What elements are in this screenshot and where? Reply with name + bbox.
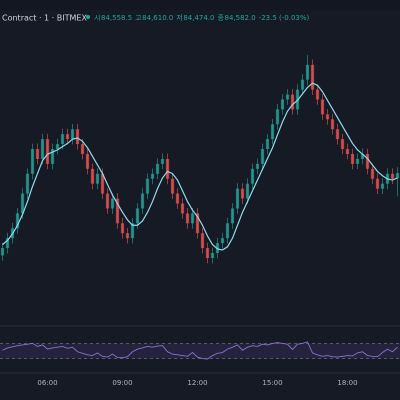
moving-average: [2, 82, 398, 251]
legend-label: 고: [135, 14, 142, 22]
legend-value: 84,582.0: [225, 14, 256, 22]
candle-body: [115, 198, 120, 224]
candle-body: [95, 173, 100, 184]
x-tick-label: 15:00: [262, 379, 282, 387]
candle-body: [25, 173, 30, 194]
candle-body: [185, 213, 190, 224]
candle-body: [270, 124, 275, 140]
candle-body: [365, 153, 370, 169]
candle-body: [355, 158, 360, 164]
candle-body: [300, 79, 305, 90]
x-tick-label: 06:00: [37, 379, 57, 387]
candle-body: [255, 163, 260, 169]
candle-body: [220, 238, 225, 244]
candle-body: [230, 208, 235, 224]
candle-body: [30, 149, 35, 174]
toolbar: [0, 0, 400, 10]
x-tick-label: 18:00: [337, 379, 357, 387]
candle-body: [235, 188, 240, 209]
candle-body: [75, 129, 80, 145]
candle-body: [305, 64, 310, 80]
legend-value: 84,610.0: [142, 14, 173, 22]
legend-change: -23.5 (-0.03%): [259, 14, 310, 22]
candle-body: [260, 149, 265, 164]
candle-body: [330, 119, 335, 130]
candle-body: [370, 168, 375, 179]
candle-body: [145, 178, 150, 194]
candle-body: [350, 153, 355, 164]
candle-body: [155, 163, 160, 174]
candle-body: [195, 213, 200, 234]
candle-body: [100, 173, 105, 194]
candle-body: [320, 99, 325, 115]
candle-body: [285, 94, 290, 100]
candle-body: [150, 173, 155, 179]
legend-value: 84,474.0: [183, 14, 214, 22]
candle-body: [120, 223, 125, 234]
candle-body: [80, 144, 85, 154]
candle-body: [335, 129, 340, 140]
candle-body: [290, 94, 295, 110]
candle-body: [225, 223, 230, 239]
candle-body: [135, 208, 140, 224]
candle-body: [35, 149, 40, 159]
candle-body: [380, 183, 385, 189]
legend-label: 저: [176, 13, 182, 22]
candle-body: [375, 178, 380, 189]
candle-body: [215, 243, 220, 254]
candle-body: [175, 193, 180, 204]
candle-body: [340, 139, 345, 150]
x-tick-label: 09:00: [112, 379, 132, 387]
candle-body: [390, 173, 395, 179]
candle-body: [395, 173, 400, 179]
candle-body: [130, 223, 135, 239]
candle-body: [200, 233, 205, 249]
candle-body: [275, 109, 280, 125]
candle-body: [110, 198, 115, 209]
candle-body: [55, 144, 60, 150]
rsi-line: [2, 341, 398, 360]
candle-body: [310, 64, 315, 90]
candle-body: [140, 193, 145, 209]
candle-body: [125, 233, 130, 239]
candle-body: [20, 193, 25, 214]
candle-body: [45, 139, 50, 164]
legend-value: 84,558.5: [101, 14, 132, 22]
candle-body: [210, 253, 215, 258]
candle-body: [40, 139, 45, 159]
candle-body: [240, 188, 245, 199]
candle-body: [90, 168, 95, 184]
candle-body: [5, 238, 10, 249]
candle-body: [245, 183, 250, 199]
x-tick-label: 12:00: [187, 379, 207, 387]
candle-body: [360, 153, 365, 159]
legend-label: 시: [94, 14, 100, 22]
candle-body: [165, 158, 170, 179]
candle-body: [180, 203, 185, 214]
candle-body: [265, 139, 270, 150]
candle-body: [280, 99, 285, 110]
candle-body: [160, 158, 165, 164]
candle-body: [250, 168, 255, 184]
candle-body: [65, 134, 70, 140]
candle-body: [85, 153, 90, 169]
candle-body: [190, 213, 195, 224]
candle-body: [315, 89, 320, 100]
candle-body: [205, 248, 210, 258]
legend-label: 종: [218, 14, 225, 22]
symbol-title: Contract · 1 · BITMEX: [2, 14, 87, 23]
candle-body: [105, 193, 110, 209]
candle-body: [60, 134, 65, 145]
candle-body: [0, 248, 5, 256]
candle-body: [170, 178, 175, 194]
candle-body: [345, 149, 350, 154]
candle-body: [15, 213, 20, 229]
candle-body: [70, 129, 75, 140]
candle-body: [325, 114, 330, 120]
status-dot: [86, 15, 90, 19]
candle-body: [50, 149, 55, 164]
